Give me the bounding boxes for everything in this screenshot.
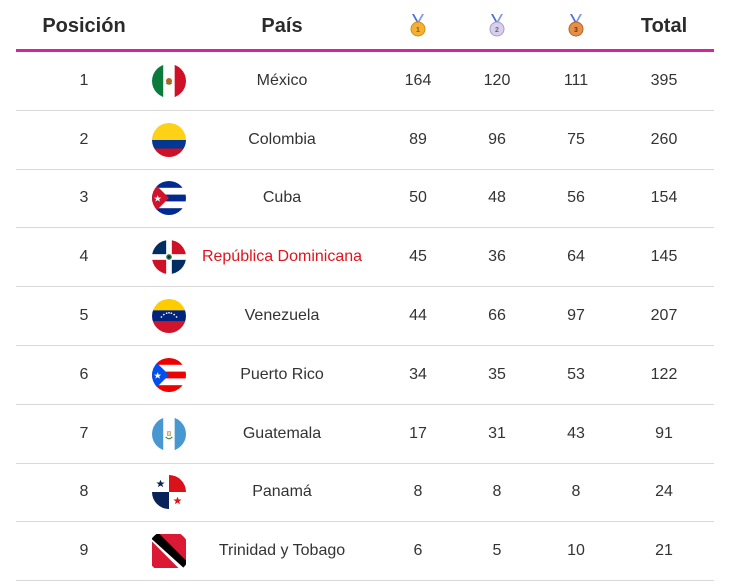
gold-count: 45 — [409, 248, 427, 266]
bronze-count: 56 — [567, 189, 585, 207]
table-row: 2 Colombia 89 96 75 260 — [16, 111, 714, 170]
country-cell: Colombia — [248, 130, 316, 148]
silver-count: 120 — [483, 71, 511, 89]
table-row: 1 México 164 120 111 395 — [16, 52, 714, 111]
silver-count: 36 — [488, 248, 506, 266]
bronze-count: 8 — [571, 483, 581, 501]
bronze-count: 111 — [563, 71, 589, 89]
table-row: 4 República Dominicana 45 36 64 145 — [16, 228, 714, 288]
silver-count: 66 — [488, 307, 506, 325]
bronze-count: 64 — [567, 248, 585, 266]
gold-count: 8 — [413, 483, 423, 501]
table-row: 7 Guatemala 17 31 43 91 — [16, 405, 714, 464]
trinidad-and-tobago-flag-icon — [150, 522, 188, 580]
colombia-flag-icon — [150, 111, 188, 169]
header-position: Posición — [42, 14, 126, 37]
position-cell: 4 — [79, 248, 89, 266]
silver-count: 5 — [492, 542, 502, 560]
gold-count: 50 — [409, 189, 427, 207]
guatemala-flag-icon — [150, 405, 188, 463]
country-cell: Panamá — [252, 483, 312, 501]
table-row: 6 Puerto Rico 34 35 53 122 — [16, 346, 714, 405]
table-row: 5 Venezuela 44 66 97 207 — [16, 287, 714, 346]
mexico-flag-icon — [150, 52, 188, 110]
country-cell: México — [256, 71, 308, 89]
table-header: Posición País 1 2 3 Total — [16, 0, 714, 52]
gold-count: 17 — [409, 424, 427, 442]
position-cell: 6 — [79, 365, 89, 383]
total-count: 207 — [650, 307, 678, 325]
position-cell: 8 — [79, 483, 89, 501]
total-count: 154 — [650, 189, 678, 207]
silver-count: 96 — [488, 130, 506, 148]
gold-count: 34 — [409, 365, 427, 383]
bronze-medal-icon: 3 — [546, 0, 606, 52]
position-cell: 5 — [79, 307, 89, 325]
total-count: 395 — [650, 71, 678, 89]
venezuela-flag-icon — [150, 287, 188, 345]
table-body: 1 México 164 120 111 395 2 Colombia 89 96 75 260 3 Cu… — [16, 52, 714, 582]
svg-text:3: 3 — [574, 27, 578, 34]
position-cell: 3 — [79, 189, 89, 207]
silver-count: 48 — [488, 189, 506, 207]
puerto-rico-flag-icon — [150, 346, 188, 404]
country-cell: Trinidad y Tobago — [218, 542, 346, 560]
total-count: 21 — [655, 542, 673, 560]
gold-count: 6 — [413, 542, 423, 560]
total-count: 260 — [650, 130, 678, 148]
country-cell: Guatemala — [242, 424, 322, 442]
position-cell: 1 — [79, 71, 89, 89]
silver-medal-icon: 2 — [467, 0, 527, 52]
country-cell[interactable]: República Dominicana — [201, 248, 363, 266]
svg-text:2: 2 — [495, 27, 499, 34]
cuba-flag-icon — [150, 170, 188, 228]
country-cell: Venezuela — [244, 307, 320, 325]
panama-flag-icon — [150, 464, 188, 522]
silver-count: 8 — [492, 483, 502, 501]
medal-table: Posición País 1 2 3 Total 1 México 164 — [16, 0, 714, 582]
bronze-count: 97 — [567, 307, 585, 325]
bronze-count: 43 — [567, 424, 585, 442]
table-row: 9 Trinidad y Tobago 6 5 10 21 — [16, 522, 714, 582]
gold-count: 164 — [404, 71, 432, 89]
bronze-count: 10 — [567, 542, 585, 560]
bronze-count: 75 — [567, 130, 585, 148]
position-cell: 2 — [79, 130, 89, 148]
position-cell: 7 — [79, 424, 89, 442]
silver-count: 31 — [488, 424, 506, 442]
total-count: 24 — [655, 483, 673, 501]
gold-count: 44 — [409, 307, 427, 325]
silver-count: 35 — [488, 365, 506, 383]
total-count: 145 — [650, 248, 678, 266]
total-count: 91 — [655, 424, 673, 442]
table-row: 8 Panamá 8 8 8 24 — [16, 464, 714, 523]
header-total: Total — [640, 14, 688, 37]
dominican-republic-flag-icon — [150, 228, 188, 286]
total-count: 122 — [650, 365, 678, 383]
table-row: 3 Cuba 50 48 56 154 — [16, 170, 714, 229]
header-country: País — [261, 14, 303, 37]
country-cell: Cuba — [262, 189, 302, 207]
gold-medal-icon: 1 — [388, 0, 448, 52]
bronze-count: 53 — [567, 365, 585, 383]
country-cell: Puerto Rico — [240, 365, 324, 383]
svg-text:1: 1 — [416, 27, 420, 34]
gold-count: 89 — [409, 130, 427, 148]
position-cell: 9 — [79, 542, 89, 560]
